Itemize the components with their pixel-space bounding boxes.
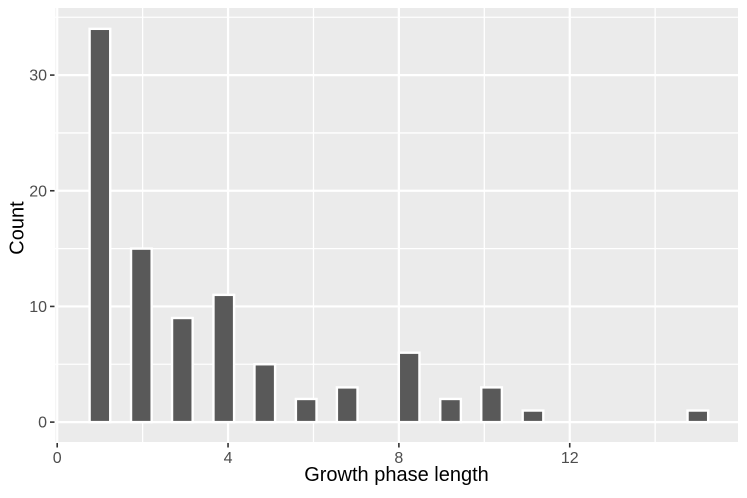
histogram-bar <box>521 409 545 424</box>
histogram-bar <box>170 316 194 424</box>
histogram-bar <box>397 351 421 424</box>
histogram-bar <box>439 397 463 424</box>
histogram-bar <box>212 293 236 424</box>
plot-panel <box>55 8 738 442</box>
y-axis-title: Count <box>6 201 29 255</box>
histogram-bar <box>294 397 318 424</box>
y-tick-label: 30 <box>29 68 47 85</box>
histogram-bar <box>88 27 112 424</box>
x-tick-label: 0 <box>53 450 62 467</box>
histogram-bar <box>335 386 359 424</box>
x-tick-label: 12 <box>561 450 579 467</box>
y-tick-label: 20 <box>29 183 47 200</box>
histogram-bar <box>253 363 277 424</box>
histogram-bar <box>129 247 153 424</box>
x-tick-label: 4 <box>224 450 233 467</box>
y-tick-label: 0 <box>38 415 47 432</box>
y-tick-label: 10 <box>29 299 47 316</box>
x-axis-title: Growth phase length <box>304 464 489 486</box>
histogram-bar <box>686 409 710 424</box>
x-tick-label: 8 <box>394 450 403 467</box>
histogram-bar <box>480 386 504 424</box>
